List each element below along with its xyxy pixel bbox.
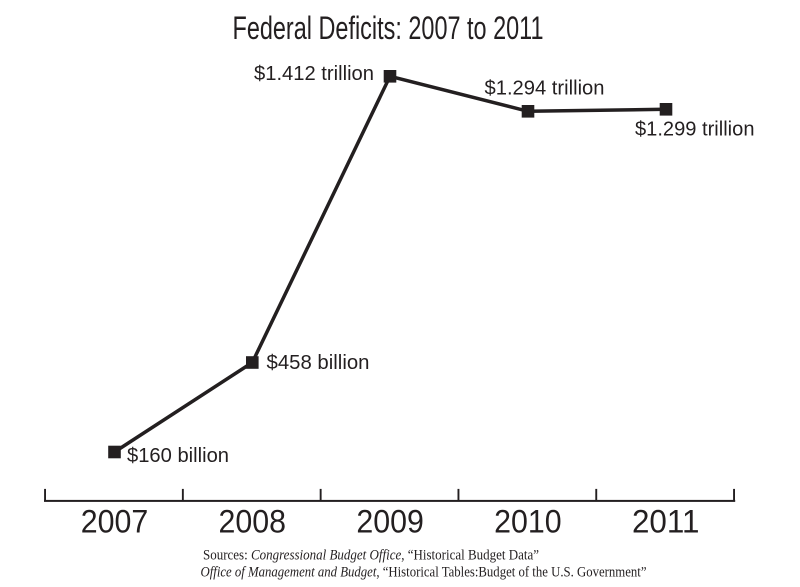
svg-text:$1.294 trillion: $1.294 trillion	[485, 78, 605, 100]
svg-text:Sources: Congressional Budget: Sources: Congressional Budget Office, “H…	[203, 548, 539, 564]
svg-text:$160 billion: $160 billion	[127, 445, 229, 467]
svg-text:Federal Deficits: 2007 to 2011: Federal Deficits: 2007 to 2011	[233, 10, 544, 46]
svg-text:Office of Management and Budge: Office of Management and Budget, “Histor…	[201, 565, 647, 581]
svg-text:2007: 2007	[81, 504, 149, 540]
svg-text:$1.412 trillion: $1.412 trillion	[254, 63, 374, 85]
svg-text:$458 billion: $458 billion	[267, 352, 370, 374]
svg-text:2011: 2011	[632, 504, 700, 540]
svg-text:2008: 2008	[219, 504, 287, 540]
svg-text:2010: 2010	[494, 504, 562, 540]
svg-text:$1.299 trillion: $1.299 trillion	[635, 119, 755, 141]
svg-text:2009: 2009	[356, 504, 424, 540]
